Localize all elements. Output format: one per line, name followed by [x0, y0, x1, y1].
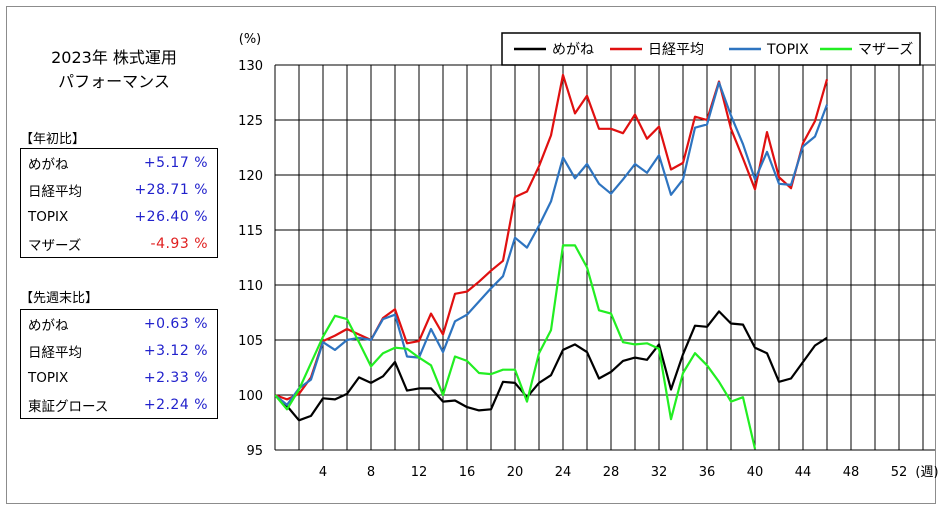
ytd-heading: 【年初比】	[20, 132, 86, 147]
title-line-1: 2023年 株式運用	[51, 48, 177, 67]
stat-value: +5.17 %	[143, 154, 208, 171]
stat-value: -4.93 %	[150, 235, 208, 252]
stat-name: TOPIX	[28, 369, 69, 386]
y-tick-label: 120	[238, 169, 263, 184]
x-tick-label: 16	[459, 465, 476, 480]
stat-row: めがね +5.17 %	[21, 149, 217, 176]
stat-name: 日経平均	[28, 344, 82, 361]
x-axis-label: (週)	[915, 465, 938, 480]
stat-value: +2.24 %	[143, 396, 208, 413]
stat-row: 東証グロース +2.24 %	[21, 391, 217, 418]
stat-name: めがね	[28, 317, 69, 334]
stat-value: +3.12 %	[143, 342, 208, 359]
x-tick-label: 32	[651, 465, 668, 480]
legend-label: マザーズ	[858, 42, 913, 58]
stat-row: TOPIX +26.40 %	[21, 203, 217, 230]
x-tick-label: 36	[699, 465, 716, 480]
stat-name: マザーズ	[28, 237, 82, 254]
y-tick-label: 110	[238, 279, 263, 294]
stat-name: 東証グロース	[28, 398, 109, 415]
x-tick-label: 52	[891, 465, 908, 480]
legend-label: 日経平均	[648, 42, 704, 58]
stat-name: 日経平均	[28, 183, 82, 200]
stat-row: TOPIX +2.33 %	[21, 364, 217, 391]
stat-value: +26.40 %	[134, 208, 208, 225]
x-tick-label: 24	[555, 465, 572, 480]
y-tick-label: 100	[238, 389, 263, 404]
x-tick-label: 8	[367, 465, 375, 480]
wow-box: めがね +0.63 % 日経平均 +3.12 % TOPIX +2.33 % 東証グロース +…	[20, 309, 218, 419]
x-tick-label: 40	[747, 465, 764, 480]
legend-label: TOPIX	[766, 42, 809, 58]
ytd-box: めがね +5.17 % 日経平均 +28.71 % TOPIX +26.40 % マザーズ -…	[20, 148, 218, 258]
y-axis-label: (%)	[239, 32, 262, 47]
series-line	[275, 81, 829, 406]
stat-row: 日経平均 +28.71 %	[21, 176, 217, 203]
y-tick-label: 125	[238, 114, 263, 129]
stat-name: TOPIX	[28, 208, 69, 225]
stat-value: +28.71 %	[134, 181, 208, 198]
y-tick-label: 115	[238, 224, 263, 239]
x-tick-label: 48	[843, 465, 860, 480]
series-line	[275, 310, 828, 422]
x-tick-label: 44	[795, 465, 812, 480]
x-tick-label: 12	[411, 465, 428, 480]
wow-heading: 【先週末比】	[20, 291, 99, 306]
chart-title: 2023年 株式運用 パフォーマンス	[24, 46, 204, 94]
stat-value: +2.33 %	[143, 369, 208, 386]
series-line	[275, 73, 829, 401]
stat-value: +0.63 %	[143, 315, 208, 332]
x-tick-label: 20	[507, 465, 524, 480]
title-line-2: パフォーマンス	[58, 72, 170, 91]
x-tick-label: 4	[319, 465, 327, 480]
stat-row: マザーズ -4.93 %	[21, 230, 217, 257]
stat-name: めがね	[28, 156, 69, 173]
y-tick-label: 105	[238, 334, 263, 349]
legend-label: めがね	[552, 42, 594, 58]
y-tick-label: 95	[246, 444, 263, 459]
y-tick-label: 130	[238, 59, 263, 74]
stat-row: めがね +0.63 %	[21, 310, 217, 337]
stat-row: 日経平均 +3.12 %	[21, 337, 217, 364]
x-tick-label: 28	[603, 465, 620, 480]
series-line	[275, 244, 757, 450]
